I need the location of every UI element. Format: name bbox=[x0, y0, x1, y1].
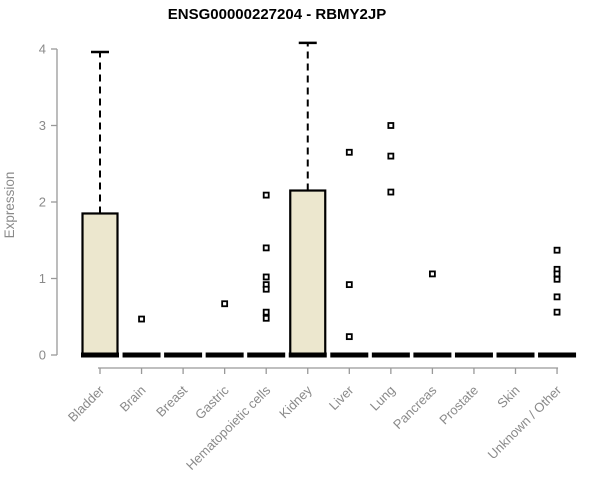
y-tick-label: 0 bbox=[39, 348, 46, 363]
outlier-point bbox=[387, 188, 395, 196]
outlier-point bbox=[345, 281, 353, 289]
y-axis-title: Expression bbox=[2, 172, 17, 239]
x-category-label: Pancreas bbox=[390, 382, 440, 432]
x-category-label: Bladder bbox=[65, 382, 108, 425]
x-category-label: Kidney bbox=[276, 382, 315, 421]
outlier-point bbox=[262, 285, 270, 293]
x-category-label: Prostate bbox=[436, 383, 481, 428]
y-tick-label: 3 bbox=[39, 118, 46, 133]
outlier-point bbox=[387, 122, 395, 129]
outlier-point bbox=[428, 270, 436, 278]
chart-title: ENSG00000227204 - RBMY2JP bbox=[168, 6, 386, 23]
outlier-point bbox=[138, 315, 145, 323]
outlier-point bbox=[345, 333, 353, 341]
y-tick-label: 2 bbox=[39, 195, 46, 210]
y-tick-label: 1 bbox=[39, 271, 46, 286]
x-category-label: Unknown / Other bbox=[485, 382, 565, 462]
x-category-label: Liver bbox=[326, 382, 357, 413]
x-category-label: Brain bbox=[117, 383, 149, 415]
outlier-point bbox=[262, 308, 270, 316]
y-tick-label: 4 bbox=[39, 42, 46, 57]
outlier-point bbox=[553, 246, 561, 254]
box bbox=[81, 212, 119, 357]
x-category-label: Breast bbox=[153, 382, 190, 419]
x-category-label: Skin bbox=[494, 383, 522, 411]
outlier-point bbox=[262, 273, 270, 281]
outlier-point bbox=[262, 191, 270, 199]
outlier-point bbox=[221, 300, 229, 308]
outlier-point bbox=[387, 152, 395, 160]
outlier-point bbox=[553, 293, 561, 301]
outlier-point bbox=[345, 148, 353, 156]
outlier-point bbox=[553, 270, 561, 278]
outlier-point bbox=[553, 275, 561, 283]
box bbox=[289, 189, 327, 357]
x-category-label: Lung bbox=[367, 383, 398, 414]
outlier-point bbox=[553, 308, 561, 316]
outlier-point bbox=[262, 314, 270, 322]
outlier-point bbox=[262, 244, 270, 252]
x-category-label: Gastric bbox=[192, 382, 232, 422]
